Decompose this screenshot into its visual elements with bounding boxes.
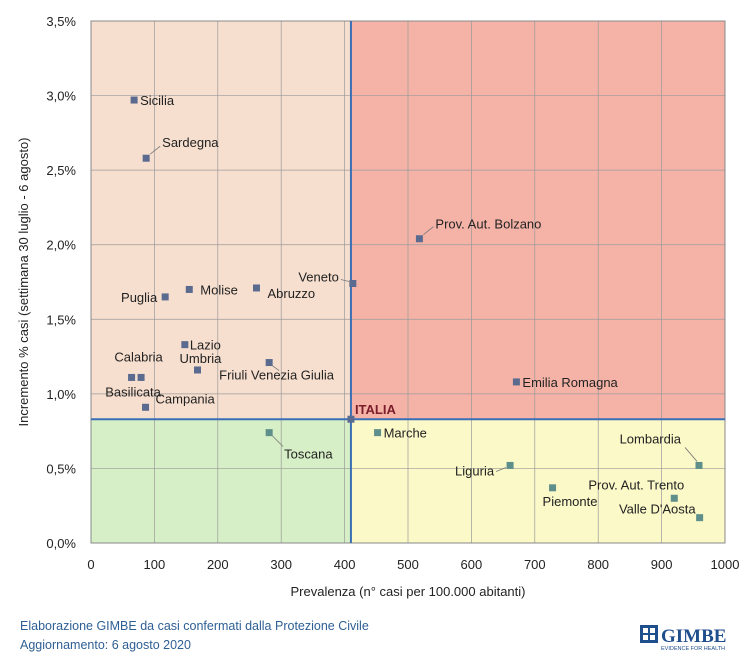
point-label: Lazio (190, 338, 221, 353)
y-tick-label: 0,5% (46, 461, 76, 476)
reference-label: ITALIA (355, 402, 397, 417)
point-marker (161, 293, 169, 301)
x-axis-title: Prevalenza (n° casi per 100.000 abitanti… (290, 584, 525, 599)
data-points (128, 96, 704, 522)
point-label: Lombardia (620, 431, 682, 446)
x-tick-label: 0 (87, 557, 94, 572)
point-marker (349, 279, 357, 287)
quadrant-bottom-left (91, 419, 351, 543)
x-tick-labels: 0 100 200 300 400 500 600 700 800 900 1000 (87, 557, 739, 572)
y-tick-labels: 0,0% 0,5% 1,0% 1,5% 2,0% 2,5% 3,0% 3,5% (46, 14, 76, 551)
point-marker (695, 461, 703, 469)
point-marker (181, 341, 189, 349)
point-marker (185, 285, 193, 293)
point-marker (130, 96, 138, 104)
point-marker (512, 378, 520, 386)
x-tick-label: 700 (524, 557, 546, 572)
reference-point-marker (347, 415, 355, 423)
point-label: Marche (384, 426, 427, 441)
x-tick-label: 300 (270, 557, 292, 572)
point-label: Veneto (298, 269, 339, 284)
point-label: Umbria (180, 351, 223, 366)
y-tick-label: 0,0% (46, 536, 76, 551)
point-label: Molise (200, 282, 238, 297)
leader-line (495, 467, 507, 472)
point-label: Valle D'Aosta (619, 502, 696, 517)
logo-mark (640, 625, 658, 643)
leader-line (149, 145, 161, 155)
quadrant-top-right (350, 21, 725, 420)
point-label: Campania (156, 391, 216, 406)
y-tick-label: 2,5% (46, 163, 76, 178)
y-tick-label: 2,0% (46, 238, 76, 253)
point-label: Piemonte (543, 494, 598, 509)
point-marker (415, 235, 423, 243)
plot-frame (90, 20, 726, 544)
point-marker (265, 429, 273, 437)
y-tick-label: 1,5% (46, 312, 76, 327)
x-tick-label: 600 (461, 557, 483, 572)
leader-lines (149, 145, 698, 472)
point-label: Toscana (284, 447, 333, 462)
point-label: Prov. Aut. Bolzano (435, 217, 541, 232)
scatter-chart: Sicilia Sardegna Prov. Aut. Bolzano Veneto P… (16, 14, 739, 599)
quadrant-bottom-right (350, 419, 725, 543)
leader-line (271, 365, 280, 371)
point-marker (137, 373, 145, 381)
point-label: Sardegna (162, 135, 219, 150)
logo-tagline: EVIDENCE FOR HEALTH (661, 646, 725, 652)
leader-line (340, 279, 349, 282)
point-label: Calabria (114, 349, 163, 364)
x-tick-label: 100 (144, 557, 166, 572)
footer-update-date: Aggiornamento: 6 agosto 2020 (20, 638, 191, 652)
point-marker (670, 494, 678, 502)
point-label: Prov. Aut. Trento (588, 477, 684, 492)
point-marker (265, 359, 273, 367)
point-label: Friuli Venezia Giulia (219, 368, 335, 383)
x-tick-label: 1000 (711, 557, 740, 572)
gimbe-logo: GIMBE EVIDENCE FOR HEALTH (640, 625, 726, 652)
point-marker (142, 403, 150, 411)
point-marker (696, 514, 704, 522)
point-marker (128, 373, 136, 381)
x-tick-label: 900 (651, 557, 673, 572)
point-marker (142, 154, 150, 162)
x-tick-label: 400 (334, 557, 356, 572)
footer-source: Elaborazione GIMBE da casi confermati da… (20, 619, 369, 633)
quadrant-top-left (91, 21, 351, 420)
point-marker (194, 366, 202, 374)
y-tick-label: 3,5% (46, 14, 76, 29)
x-tick-label: 200 (207, 557, 229, 572)
leader-line (271, 435, 284, 447)
point-marker (549, 484, 557, 492)
y-tick-label: 3,0% (46, 89, 76, 104)
point-marker (506, 461, 514, 469)
point-marker (374, 429, 382, 437)
point-label: Puglia (121, 290, 158, 305)
point-label: Liguria (455, 463, 495, 478)
x-tick-label: 500 (397, 557, 419, 572)
leader-line (684, 447, 698, 462)
point-label: Abruzzo (267, 286, 315, 301)
point-label: Basilicata (105, 384, 161, 399)
quadrant-backgrounds (91, 21, 725, 543)
point-marker (252, 284, 260, 292)
point-label: Emilia Romagna (522, 375, 618, 390)
y-tick-label: 1,0% (46, 387, 76, 402)
y-axis-title: Incremento % casi (settimana 30 luglio -… (16, 137, 31, 426)
leader-line (423, 226, 434, 236)
point-labels: Sicilia Sardegna Prov. Aut. Bolzano Veneto P… (105, 93, 696, 517)
logo-text: GIMBE (661, 626, 726, 647)
point-label: Sicilia (140, 93, 175, 108)
x-tick-label: 800 (587, 557, 609, 572)
